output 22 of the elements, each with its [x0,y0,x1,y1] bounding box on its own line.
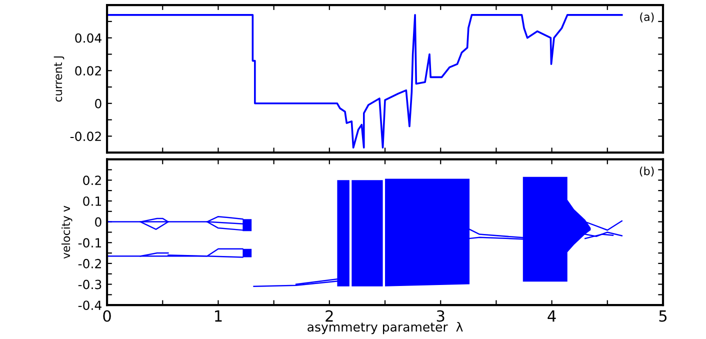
x-tick-label: 4 [548,310,556,322]
y-tick-label: 0 [95,217,102,227]
y-tick-label: 0.02 [75,66,101,76]
y-tick-label: -0.02 [70,132,101,142]
y-tick-label: -0.4 [78,300,102,310]
y-tick-label: -0.3 [78,280,102,290]
x-tick-label: 2 [326,310,333,322]
annotation: (a) [640,12,654,22]
y-axis-title: current J [54,56,64,102]
y-tick-label: -0.2 [78,258,101,268]
y-tick-label: 0.2 [83,176,101,186]
x-tick-label: 3 [436,310,444,322]
x-tick-label: 5 [659,310,667,322]
annotation: (b) [640,166,654,177]
x-axis-title: asymmetry parameter λ [308,322,463,334]
y-axis-title: velocity v [61,206,72,259]
y-tick-label: 0.1 [83,196,102,206]
x-tick-label: 1 [215,310,222,322]
y-tick-label: 0.04 [75,33,102,43]
y-tick-label: 0 [95,98,102,108]
x-tick-label: 0 [103,310,111,322]
y-tick-label: -0.1 [78,238,102,248]
